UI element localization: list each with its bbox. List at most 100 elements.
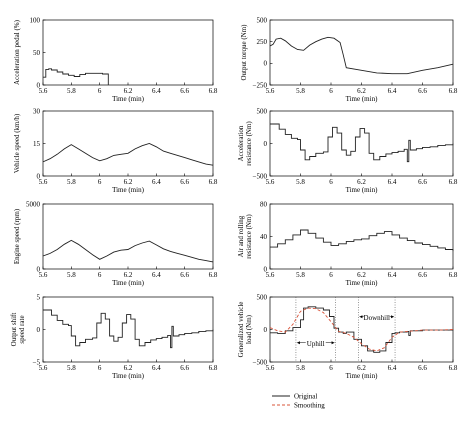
x-axis-label: Time (min) <box>112 279 144 287</box>
x-tick-label: 6 <box>329 178 333 186</box>
arrow-head <box>296 341 300 345</box>
y-tick-label: −5 <box>33 358 41 366</box>
x-tick-label: 6.6 <box>418 271 427 279</box>
legend-label-original: Original <box>294 393 317 401</box>
y-tick-label: 0 <box>264 326 268 334</box>
chart-accel-resistance: 5.6 5.8 6 6.2 6.4 6.6 6.8 −500 0 500 Time (min) Acc… <box>237 107 458 194</box>
x-tick-label: 6.4 <box>152 271 161 279</box>
y-tick-label: 500 <box>257 293 268 301</box>
y-tick-label: 5000 <box>26 200 41 208</box>
x-tick-label: 6.6 <box>180 178 189 186</box>
series-line-series-0 <box>42 143 214 166</box>
x-axis-label: Time (min) <box>346 279 378 287</box>
x-tick-label: 6.8 <box>449 178 458 186</box>
x-axis-label: Time (min) <box>346 372 378 380</box>
annotation-uphill: Uphill <box>307 340 325 348</box>
x-tick-label: 5.8 <box>67 364 76 372</box>
y-tick-label: 5 <box>37 293 41 301</box>
chart-air-rolling-resistance: 5.6 5.8 6 6.2 6.4 6.6 6.8 0 40 80 Time (min) Air an… <box>237 200 458 287</box>
x-tick-label: 6 <box>329 271 333 279</box>
y-axis-label: Engine speed (rpm) <box>13 208 21 264</box>
x-tick-label: 6.8 <box>209 87 218 95</box>
y-tick-label: 500 <box>257 16 268 24</box>
series-line-series-0 <box>270 123 454 163</box>
y-tick-label: 250 <box>257 38 268 46</box>
x-tick-label: 6 <box>329 87 333 95</box>
y-axis-label: Output shiftspeed rate <box>10 313 26 347</box>
x-tick-label: 6.8 <box>209 364 218 372</box>
x-tick-label: 5.8 <box>296 87 305 95</box>
y-tick-label: 0 <box>37 326 41 334</box>
x-axis-label: Time (min) <box>112 372 144 380</box>
plot-frame <box>269 296 454 363</box>
arrow-head <box>331 341 335 345</box>
x-tick-label: 6.2 <box>124 87 133 95</box>
y-tick-label: −500 <box>253 172 268 180</box>
chart-output-shift-speed-rate: 5.6 5.8 6 6.2 6.4 6.6 6.8 −5 0 5 Time (min) Output … <box>10 293 218 380</box>
chart-vehicle-speed: 5.6 5.8 6 6.2 6.4 6.6 6.8 0 15 30 Time (min) Vehicl… <box>13 107 218 194</box>
y-axis-label: Acceleration pedal (%) <box>13 19 21 85</box>
x-tick-label: 6.6 <box>180 271 189 279</box>
x-tick-label: 6 <box>98 271 102 279</box>
plot-frame <box>42 296 214 363</box>
x-tick-label: 5.8 <box>296 364 305 372</box>
plot-frame <box>269 19 454 86</box>
x-tick-label: 6 <box>98 178 102 186</box>
x-tick-label: 6.4 <box>152 364 161 372</box>
x-tick-label: 6.2 <box>124 364 133 372</box>
plot-frame <box>269 203 454 270</box>
y-tick-label: 40 <box>260 233 268 241</box>
y-tick-label: 0 <box>37 265 41 273</box>
y-axis-label: Output torque (Nm) <box>240 24 248 81</box>
x-tick-label: 6.6 <box>180 364 189 372</box>
annotation-downhill: Downhill <box>364 314 391 322</box>
x-tick-label: 5.6 <box>39 364 48 372</box>
plot-frame <box>42 110 214 177</box>
series-line-smoothing <box>269 307 454 352</box>
x-tick-label: 6.6 <box>418 364 427 372</box>
x-tick-label: 5.6 <box>39 87 48 95</box>
y-tick-label: 0 <box>264 60 268 68</box>
y-tick-label: 500 <box>257 107 268 115</box>
x-tick-label: 6 <box>98 87 102 95</box>
arrow-head <box>359 315 363 319</box>
x-tick-label: 5.8 <box>296 178 305 186</box>
x-tick-label: 6 <box>98 364 102 372</box>
series-line-series-0 <box>43 68 109 85</box>
plot-frame <box>269 110 454 177</box>
y-tick-label: 0 <box>264 140 268 148</box>
chart-output-torque: 5.6 5.8 6 6.2 6.4 6.6 6.8 −250 0 250 500 Time (min)… <box>240 16 458 103</box>
series-line-series-0 <box>269 36 454 75</box>
x-tick-label: 5.6 <box>266 364 275 372</box>
x-tick-label: 5.8 <box>296 271 305 279</box>
x-tick-label: 6.6 <box>180 87 189 95</box>
x-tick-label: 6.2 <box>357 364 366 372</box>
y-tick-label: 30 <box>33 107 41 115</box>
plot-frame <box>42 203 214 270</box>
chart-accel-pedal: 5.6 5.8 6 6.2 6.4 6.6 6.8 0 50 100 Time (min) Accel… <box>13 16 218 103</box>
x-tick-label: 5.6 <box>266 87 275 95</box>
x-tick-label: 5.6 <box>266 271 275 279</box>
y-axis-label: Accelerationresistance (Nm) <box>237 121 253 166</box>
x-tick-label: 6.4 <box>388 178 397 186</box>
x-tick-label: 6.4 <box>152 178 161 186</box>
x-tick-label: 6.8 <box>449 87 458 95</box>
y-tick-label: −500 <box>253 358 268 366</box>
x-tick-label: 5.8 <box>67 271 76 279</box>
x-tick-label: 5.8 <box>67 178 76 186</box>
x-tick-label: 6.8 <box>209 178 218 186</box>
series-line-series-0 <box>270 229 454 252</box>
series-line-series-0 <box>43 309 214 349</box>
y-tick-label: 80 <box>260 200 268 208</box>
x-tick-label: 6.6 <box>418 178 427 186</box>
x-tick-label: 6.4 <box>388 87 397 95</box>
x-tick-label: 6.8 <box>449 271 458 279</box>
chart-generalized-vehicle-load: 5.6 5.8 6 6.2 6.4 6.6 6.8 −500 0 500 Time (min) Gen… <box>237 293 458 380</box>
y-tick-label: 0 <box>264 265 268 273</box>
x-axis-label: Time (min) <box>112 186 144 194</box>
x-tick-label: 6.2 <box>357 87 366 95</box>
x-tick-label: 6.4 <box>388 364 397 372</box>
x-axis-label: Time (min) <box>112 95 144 103</box>
y-axis-label: Generalized vehicleload (Nm) <box>237 302 253 358</box>
